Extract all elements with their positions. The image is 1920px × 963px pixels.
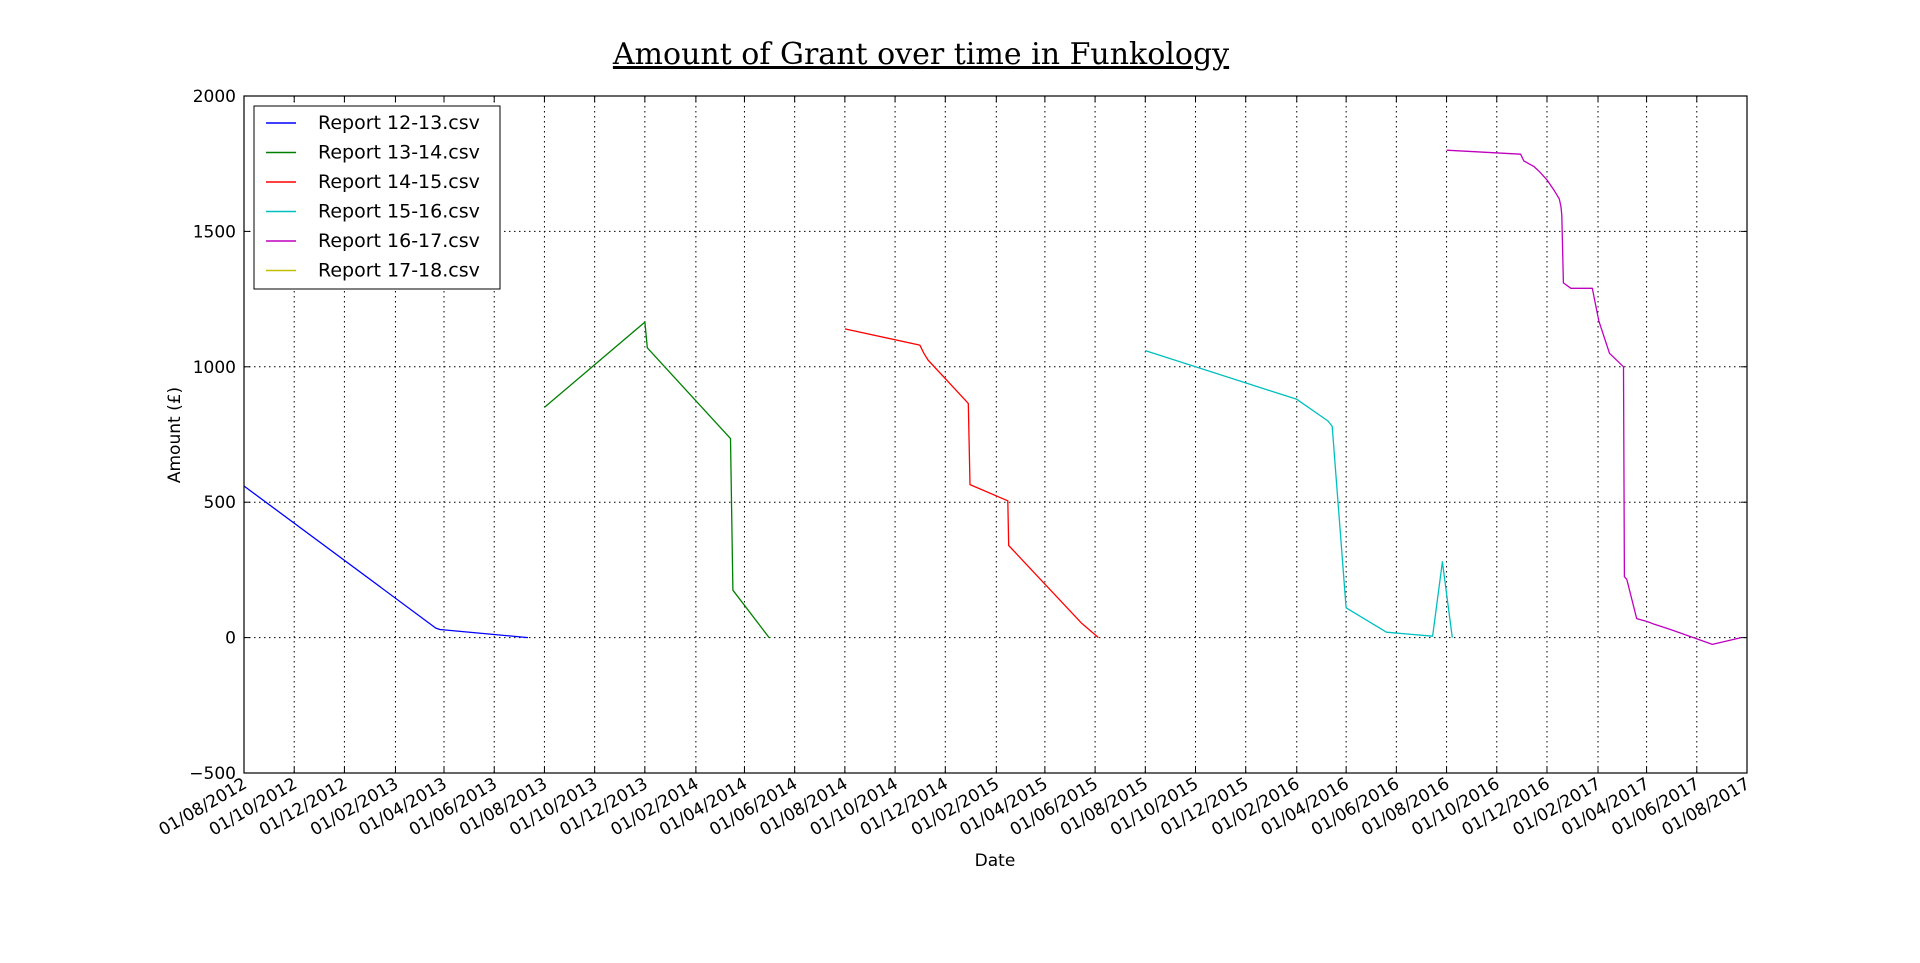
y-tick-label: 500 [204,493,236,513]
y-tick-label: 1000 [193,358,236,378]
x-axis-label: Date [975,851,1016,871]
legend-label: Report 17-18.csv [318,260,480,282]
chart-title: Amount of Grant over time in Funkology [612,37,1229,72]
y-tick-label: 0 [225,629,236,649]
legend-label: Report 13-14.csv [318,142,480,164]
series-lines [243,149,1742,646]
legend-label: Report 15-16.csv [318,201,480,223]
legend-box [253,105,501,290]
series-line-5 [1446,149,1742,646]
y-axis-label: Amount (£) [165,387,185,483]
y-tick-label: −500 [189,764,236,784]
series-line-1 [243,485,529,639]
legend: Report 12-13.csv Report 13-14.csv Report 1… [253,105,501,290]
plot-frame [243,95,1748,774]
series-line-2 [543,321,770,638]
legend-label: Report 12-13.csv [318,112,480,134]
series-line-3 [844,328,1099,639]
series-line-4 [1145,349,1453,638]
legend-label: Report 16-17.csv [318,230,480,252]
legend-label: Report 14-15.csv [318,171,480,193]
y-tick-label: 1500 [193,222,236,242]
y-tick-label: 2000 [193,87,236,107]
